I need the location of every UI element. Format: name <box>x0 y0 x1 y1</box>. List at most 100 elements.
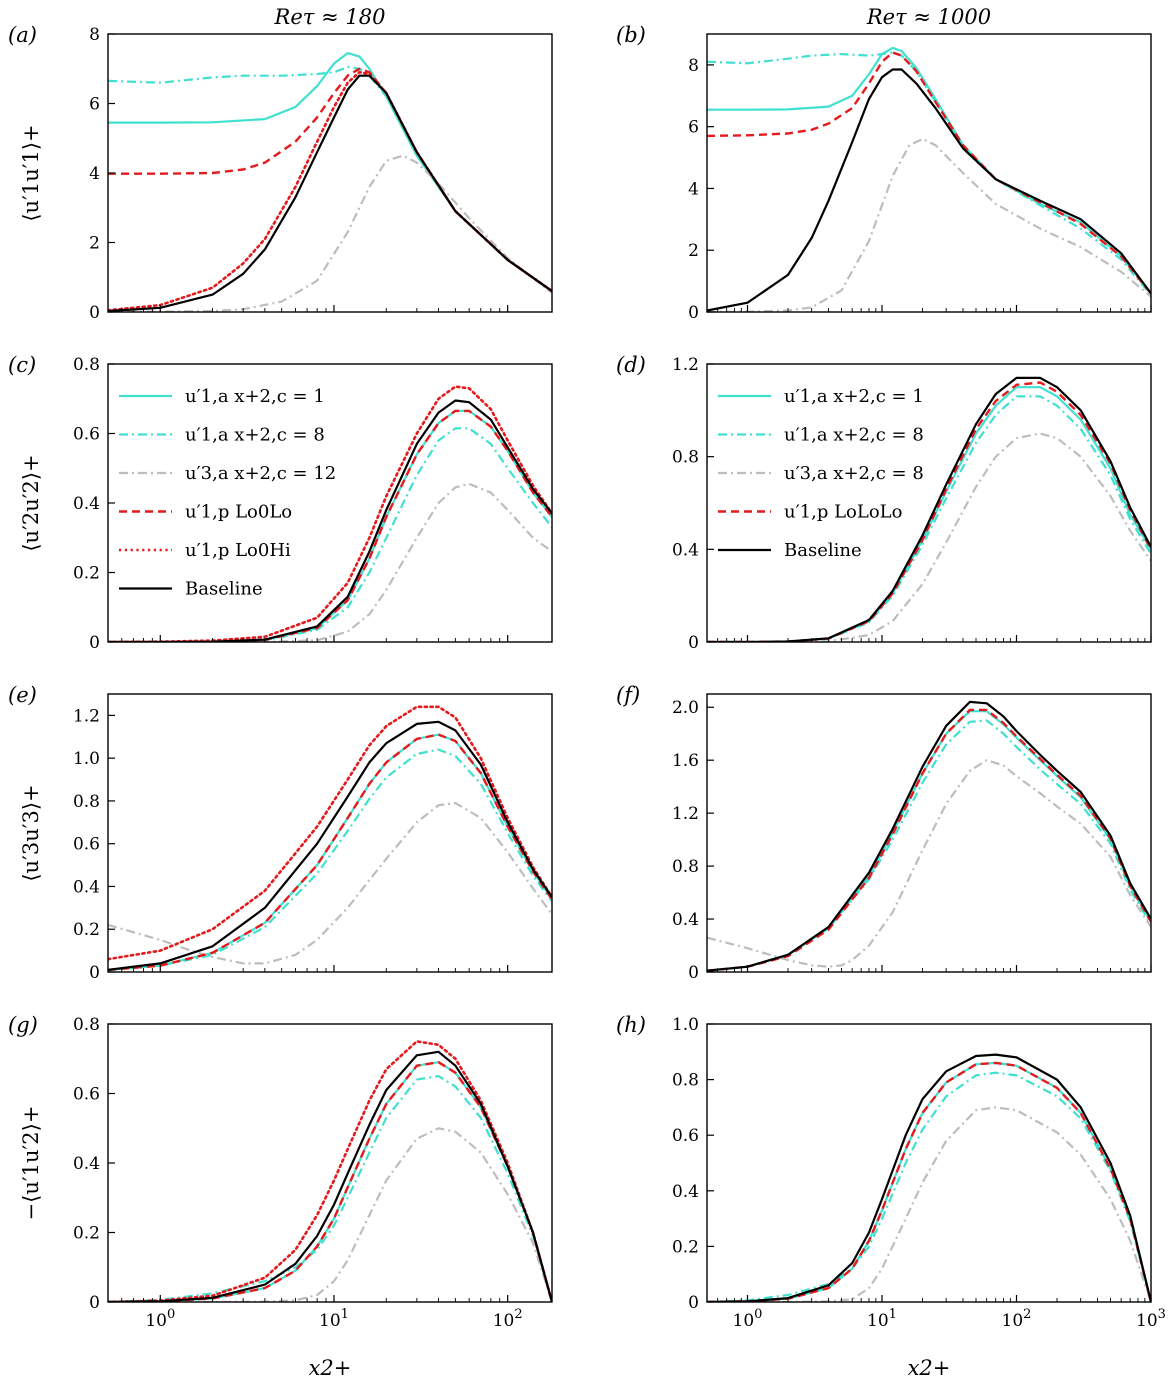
panel-label: (d) <box>616 353 646 377</box>
legend-label: u′3,a x+2,c = 12 <box>185 463 336 484</box>
axes-frame <box>707 364 1151 642</box>
y-tick-label: 1.2 <box>672 355 699 375</box>
series-line-black-solid <box>707 70 1151 311</box>
legend-label: u′1,a x+2,c = 8 <box>185 425 325 446</box>
legend-label: Baseline <box>784 540 862 561</box>
legend-label: u′3,a x+2,c = 8 <box>784 463 924 484</box>
legend-label: u′1,a x+2,c = 1 <box>185 386 325 407</box>
series-line-gray-dashdot <box>108 484 552 642</box>
y-tick-label: 2 <box>89 234 100 254</box>
y-axis-label: ⟨u′3u′3⟩+ <box>19 784 43 881</box>
y-tick-label: 8 <box>89 25 100 45</box>
axes-frame <box>707 1024 1151 1302</box>
y-axis-label: ⟨u′2u′2⟩+ <box>19 454 43 551</box>
y-tick-label: 0.2 <box>672 1237 699 1257</box>
y-tick-label: 0.4 <box>73 494 100 514</box>
y-tick-label: 1.2 <box>73 706 100 726</box>
series-group <box>108 707 552 970</box>
series-line-red-dashed <box>707 1063 1151 1302</box>
series-line-gray-dashdot <box>108 803 552 963</box>
legend-label: u′1,p Lo0Lo <box>185 502 292 523</box>
panel-b: 0 2 4 6 8 (b) <box>616 23 1151 323</box>
series-line-black-solid <box>707 702 1151 971</box>
y-tick-label: 0 <box>688 303 699 323</box>
series-group <box>108 1041 552 1302</box>
panel-label: (c) <box>8 353 36 377</box>
y-tick-label: 0.6 <box>73 835 100 855</box>
y-tick-label: 1.2 <box>672 804 699 824</box>
y-tick-label: 0.2 <box>73 1224 100 1244</box>
series-line-cyan-solid <box>707 1063 1151 1302</box>
series-line-red-dotted <box>108 1041 552 1302</box>
y-tick-label: 0.6 <box>73 1085 100 1105</box>
panel-a: 0 2 4 6 8 (a) ⟨u′1u′1⟩+ <box>8 23 552 323</box>
series-group <box>707 378 1151 642</box>
y-tick-label: 0.8 <box>672 448 699 468</box>
series-line-cyan-solid <box>108 411 552 642</box>
panel-label: (e) <box>8 683 37 707</box>
series-line-red-dotted <box>108 387 552 642</box>
y-tick-label: 2.0 <box>672 698 699 718</box>
series-line-cyan-solid <box>707 48 1151 294</box>
series-group <box>108 53 552 312</box>
series-line-cyan-dashdot <box>707 1073 1151 1302</box>
y-tick-label: 1.0 <box>73 749 100 769</box>
column-title: Reτ ≈ 1000 <box>866 5 991 29</box>
series-line-red-dashed <box>108 411 552 642</box>
legend-label: u′1,p Lo0Hi <box>185 540 291 561</box>
y-tick-label: 4 <box>89 164 100 184</box>
series-group <box>707 702 1151 971</box>
axes-frame <box>707 34 1151 312</box>
panel-label: (a) <box>8 23 37 47</box>
y-tick-label: 1.6 <box>672 751 699 771</box>
y-axis-label: ⟨u′1u′1⟩+ <box>19 124 43 221</box>
y-tick-label: 0 <box>688 1293 699 1313</box>
series-line-red-dashed <box>707 710 1151 971</box>
x-axis-label: x2+ <box>908 1356 951 1380</box>
y-tick-label: 0.8 <box>73 1015 100 1035</box>
y-tick-label: 0 <box>688 633 699 653</box>
y-axis-label: −⟨u′1u′2⟩+ <box>19 1106 43 1221</box>
y-tick-label: 0 <box>89 303 100 323</box>
y-tick-label: 0.6 <box>672 1126 699 1146</box>
y-tick-label: 0.4 <box>672 540 699 560</box>
y-tick-label: 0.4 <box>672 910 699 930</box>
y-tick-label: 0.4 <box>73 877 100 897</box>
y-tick-label: 6 <box>89 95 100 115</box>
x-tick-label: 102 <box>1002 1307 1032 1331</box>
y-tick-label: 0 <box>688 963 699 983</box>
series-group <box>108 387 552 642</box>
y-tick-label: 0.8 <box>73 355 100 375</box>
legend-left: u′1,a x+2,c = 1 u′1,a x+2,c = 8 u′3,a x+2,… <box>119 386 336 600</box>
series-line-red-dotted <box>108 707 552 959</box>
axes-frame <box>707 694 1151 972</box>
series-line-red-dashed <box>707 383 1151 643</box>
y-tick-label: 0.8 <box>672 857 699 877</box>
series-line-gray-dashdot <box>108 1128 552 1302</box>
x-tick-label: 103 <box>1136 1307 1166 1331</box>
y-tick-label: 4 <box>688 179 699 199</box>
y-tick-label: 8 <box>688 56 699 76</box>
y-tick-label: 0 <box>89 1293 100 1313</box>
series-line-cyan-dashdot <box>108 428 552 642</box>
series-line-gray-dashdot <box>108 156 552 312</box>
series-line-red-dashed <box>108 1062 552 1302</box>
y-tick-label: 0.8 <box>73 792 100 812</box>
legends-layer: u′1,a x+2,c = 1 u′1,a x+2,c = 8 u′3,a x+2,… <box>119 386 924 600</box>
panel-label: (b) <box>616 23 646 47</box>
series-line-gray-dashdot <box>707 1107 1151 1302</box>
y-tick-label: 0.4 <box>73 1154 100 1174</box>
series-line-black-solid <box>108 76 552 311</box>
legend-right: u′1,a x+2,c = 1 u′1,a x+2,c = 8 u′3,a x+2,… <box>718 386 924 561</box>
panel-label: (f) <box>616 683 640 707</box>
column-title: Reτ ≈ 180 <box>274 5 386 29</box>
series-line-black-solid <box>108 401 552 643</box>
legend-label: u′1,a x+2,c = 8 <box>784 425 924 446</box>
x-tick-label: 100 <box>145 1307 175 1331</box>
panel-h: 0 0.2 0.4 0.6 0.8 1.0 100 101 102 103 (h) <box>616 1013 1166 1331</box>
figure: 02468(a)⟨u′1u′1⟩+02468(b)00.20.40.60.8(c… <box>0 0 1170 1389</box>
x-tick-label: 102 <box>493 1307 523 1331</box>
series-line-black-solid <box>707 1055 1151 1302</box>
panel-g: 00.20.40.60.8100 101 102(g)−⟨u′1u′2⟩+ <box>8 1013 552 1331</box>
series-line-cyan-solid <box>707 711 1151 971</box>
